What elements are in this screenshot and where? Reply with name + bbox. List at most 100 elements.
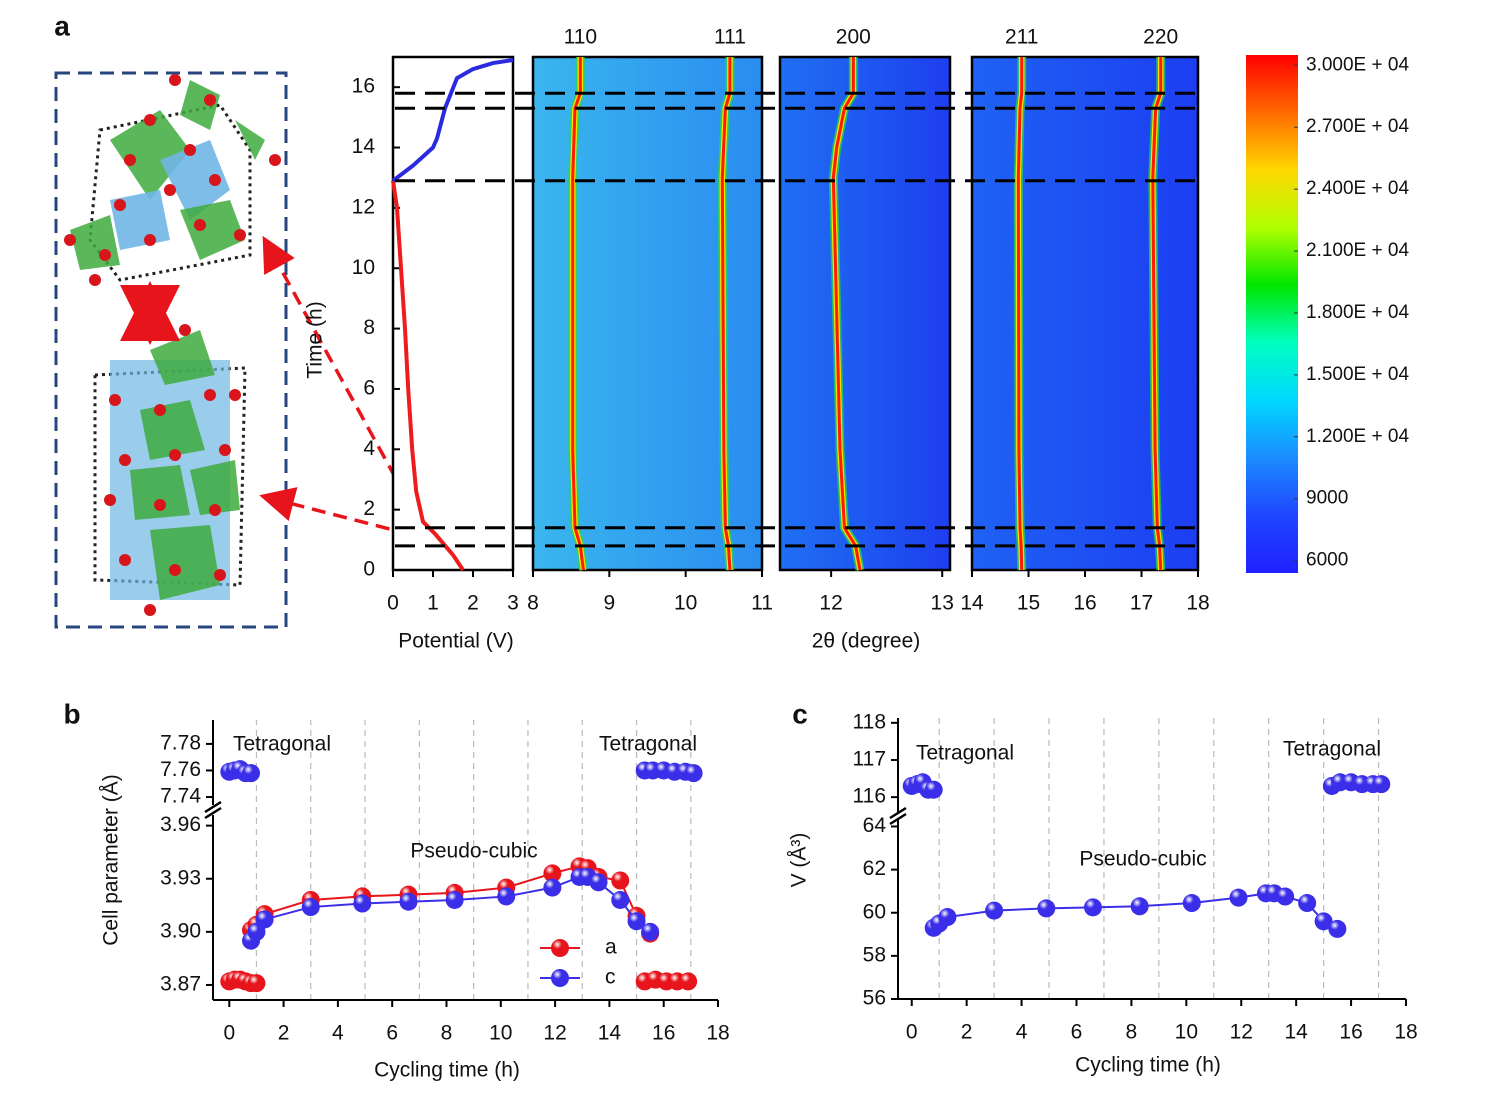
data-point <box>445 890 464 909</box>
y-tick-label: 60 <box>863 900 886 923</box>
x-axis-label: 2θ (degree) <box>812 630 921 653</box>
y-tick-label: 3.96 <box>160 813 201 836</box>
colorbar-tick-label: 2.100E + 04 <box>1306 240 1409 261</box>
x-tick-label: 9 <box>603 592 615 615</box>
y-tick-label: 56 <box>863 987 886 1010</box>
colorbar-tick-label: 2.700E + 04 <box>1306 116 1409 137</box>
data-point <box>1298 894 1317 913</box>
x-tick-label: 4 <box>332 1022 344 1045</box>
x-axis-label: Cycling time (h) <box>374 1059 520 1082</box>
x-tick-label: 2 <box>961 1021 973 1044</box>
x-tick-label: 2 <box>467 592 479 615</box>
y-axis-label: Cell parameter (Å) <box>100 774 123 946</box>
y-tick-label: 2 <box>363 497 375 520</box>
data-point <box>1083 898 1102 917</box>
data-point <box>242 764 261 783</box>
y-tick-label: 12 <box>352 195 375 218</box>
colorbar-tick-label: 1.500E + 04 <box>1306 364 1409 385</box>
colorbar-tick-label: 1.200E + 04 <box>1306 426 1409 447</box>
y-tick-label: 3.90 <box>160 919 201 942</box>
annotation: Pseudo-cubic <box>410 840 537 863</box>
data-point <box>679 972 698 991</box>
x-tick-label: 15 <box>1017 592 1040 615</box>
annotation: Tetragonal <box>599 733 697 756</box>
data-point <box>399 892 418 911</box>
data-point <box>985 901 1004 920</box>
x-tick-label: 14 <box>1284 1021 1308 1044</box>
y-tick-label: 8 <box>363 316 375 339</box>
peak-trace <box>1151 57 1163 571</box>
data-point <box>255 910 274 929</box>
annotation: Tetragonal <box>1283 738 1381 761</box>
x-tick-label: 10 <box>489 1022 512 1045</box>
y-tick-label: 4 <box>363 437 375 460</box>
data-point <box>497 887 516 906</box>
data-point <box>543 878 562 897</box>
panel-label: c <box>792 698 808 729</box>
x-tick-label: 14 <box>598 1022 622 1045</box>
x-tick-label: 11 <box>751 592 773 615</box>
x-tick-label: 8 <box>527 592 539 615</box>
colorbar-tick-label: 2.400E + 04 <box>1306 178 1409 199</box>
y-axis-label: Time (h) <box>304 301 327 378</box>
peak-label: 111 <box>714 26 746 49</box>
heatmap-background <box>970 55 1200 572</box>
x-tick-label: 10 <box>1175 1021 1198 1044</box>
data-point <box>1182 894 1201 913</box>
legend-label: c <box>605 966 616 989</box>
data-point <box>1229 888 1248 907</box>
x-tick-label: 4 <box>1016 1021 1028 1044</box>
data-point <box>1037 899 1056 918</box>
x-axis-label: Potential (V) <box>398 630 514 653</box>
y-tick-label: 117 <box>853 748 886 771</box>
data-point <box>1328 919 1347 938</box>
data-point <box>684 764 703 783</box>
x-tick-label: 10 <box>674 592 697 615</box>
x-tick-label: 18 <box>706 1022 729 1045</box>
x-tick-label: 14 <box>960 592 984 615</box>
annotation: Pseudo-cubic <box>1079 848 1206 871</box>
data-point <box>301 898 320 917</box>
y-tick-label: 10 <box>352 256 375 279</box>
x-tick-label: 6 <box>386 1022 398 1045</box>
y-tick-label: 7.76 <box>160 758 201 781</box>
x-tick-label: 0 <box>223 1022 235 1045</box>
x-tick-label: 1 <box>427 592 439 615</box>
peak-label: 110 <box>564 26 597 49</box>
x-tick-label: 0 <box>387 592 399 615</box>
data-point <box>938 908 957 927</box>
y-tick-label: 62 <box>863 857 886 880</box>
data-point <box>611 890 630 909</box>
y-tick-label: 58 <box>863 943 886 966</box>
heatmap-background <box>778 55 952 572</box>
colorbar-tick-label: 6000 <box>1306 550 1348 571</box>
x-tick-label: 0 <box>906 1021 918 1044</box>
y-tick-label: 14 <box>352 135 376 158</box>
colorbar-tick-label: 1.800E + 04 <box>1306 302 1409 323</box>
colorbar-tick-label: 3.000E + 04 <box>1306 54 1409 75</box>
peak-trace <box>831 57 862 571</box>
y-tick-label: 3.87 <box>160 972 201 995</box>
colorbar-scale <box>1246 55 1298 573</box>
axis-break <box>204 806 222 820</box>
plot-frame <box>391 55 515 572</box>
y-tick-label: 16 <box>352 75 375 98</box>
x-tick-label: 16 <box>1339 1021 1362 1044</box>
data-point <box>1314 912 1333 931</box>
data-point <box>627 912 646 931</box>
structure-frame <box>54 71 288 629</box>
x-tick-label: 12 <box>1230 1021 1253 1044</box>
x-tick-label: 2 <box>278 1022 290 1045</box>
legend-marker <box>551 939 569 957</box>
data-point <box>611 871 630 890</box>
panel-label: b <box>63 698 80 729</box>
cubic-cell <box>93 324 247 616</box>
data-point <box>247 974 266 993</box>
x-tick-label: 18 <box>1394 1021 1417 1044</box>
y-tick-label: 0 <box>363 558 375 581</box>
x-tick-label: 16 <box>1073 592 1096 615</box>
legend-label: a <box>605 936 617 959</box>
x-axis-label: Cycling time (h) <box>1075 1054 1221 1077</box>
y-tick-label: 116 <box>853 785 886 808</box>
